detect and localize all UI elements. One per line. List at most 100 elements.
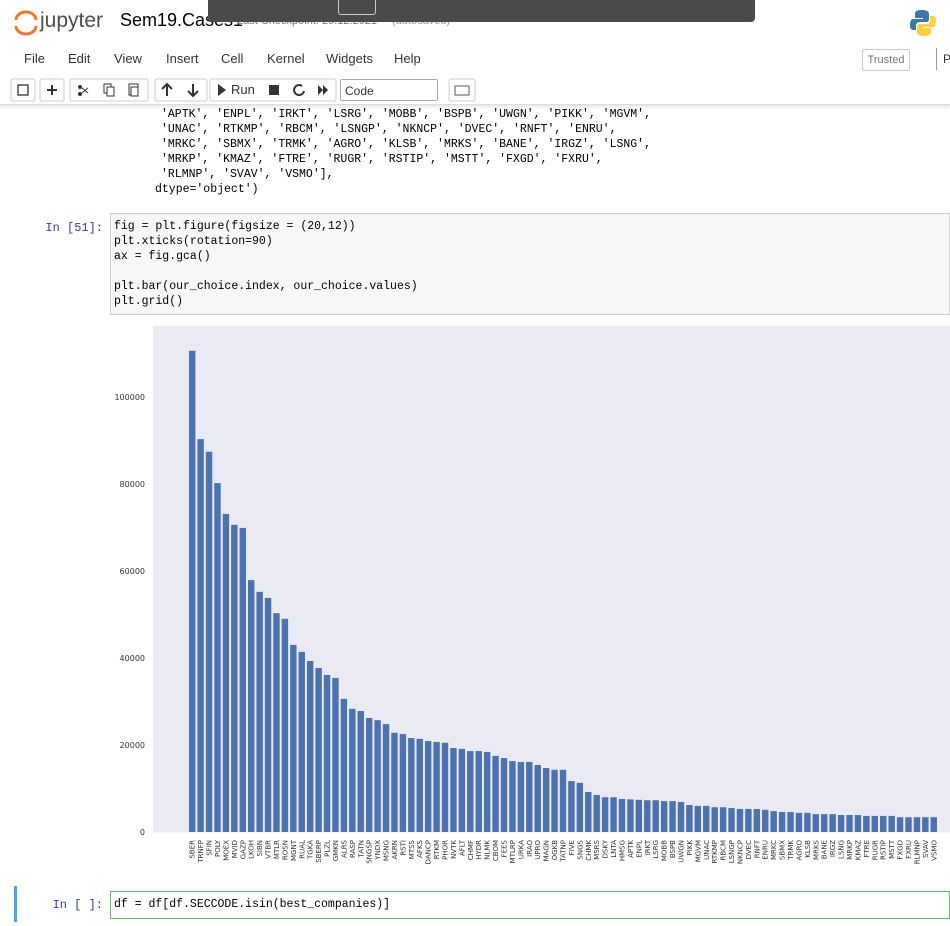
x-tick-label: PIKK	[686, 840, 694, 856]
x-tick-label: RUGR	[871, 840, 879, 860]
bar	[551, 769, 558, 832]
bar	[829, 814, 836, 832]
bar	[812, 814, 820, 832]
move-buttons[interactable]	[154, 78, 208, 102]
cell-type-select[interactable]: Code	[340, 79, 438, 101]
bar	[526, 761, 533, 832]
x-tick-label: UWGN	[677, 840, 685, 863]
x-tick-label: DSKY	[602, 839, 610, 858]
code-cell[interactable]: df = df[df.SECCODE.isin(best_companies)]	[110, 891, 950, 919]
x-tick-label: SFIN	[206, 840, 214, 856]
x-tick-label: SBMX	[779, 840, 787, 860]
bar	[686, 805, 693, 832]
x-tick-label: LSNGP	[728, 840, 736, 863]
bar	[475, 751, 482, 832]
output-line: 'RLMNP', 'SVAV', 'VSMO'],	[161, 168, 334, 181]
x-tick-label: MTLRP	[509, 840, 517, 863]
menu-item[interactable]: Edit	[68, 51, 91, 66]
trusted-indicator[interactable]: Trusted	[862, 49, 910, 71]
bar	[332, 677, 339, 832]
menu-item[interactable]: Widgets	[326, 51, 373, 66]
banner-button	[338, 0, 376, 15]
keyboard-button[interactable]	[448, 78, 476, 102]
menu-item[interactable]: View	[114, 51, 142, 66]
x-tick-label: SVAV	[922, 840, 930, 858]
bar	[239, 527, 246, 832]
x-tick-label: IRKT	[644, 839, 652, 855]
x-tick-label: SNGS	[576, 839, 584, 859]
x-tick-label: RTKMP	[711, 840, 719, 863]
x-tick-label: AFLT	[458, 839, 466, 856]
x-tick-label: LKOH	[248, 840, 256, 859]
y-tick-label: 60000	[120, 567, 145, 576]
run-label[interactable]: Run	[231, 82, 255, 97]
x-tick-label: PLZL	[324, 840, 332, 857]
cell-prompt: In [51]:	[45, 221, 103, 235]
bar	[854, 815, 862, 832]
bar-chart: 0 20000 40000 60000 80000 100000 SBER TRNFP SFIN…	[114, 326, 950, 864]
bar	[323, 674, 331, 832]
bar	[770, 811, 777, 832]
save-button[interactable]	[10, 78, 36, 102]
menu-item[interactable]: Kernel	[267, 51, 305, 66]
x-tick-label: KMAZ	[854, 840, 862, 860]
header: jupyter Sem19.Cases1 Last Checkpoint: 29…	[0, 0, 950, 42]
x-tick-label: CHMF	[467, 840, 475, 860]
x-tick-label: FIVE	[568, 840, 576, 855]
bar	[635, 799, 643, 832]
menu-item[interactable]: Cell	[221, 51, 244, 66]
output-line: 'MRKP', 'KMAZ', 'FTRE', 'RUGR', 'RSTIP',…	[161, 153, 603, 166]
menu-item[interactable]: Help	[394, 51, 421, 66]
x-tick-label: PHOR	[442, 840, 450, 860]
x-tick-label: UNAC	[703, 840, 711, 860]
x-tick-label: AFKS	[416, 839, 424, 857]
menu-item[interactable]: Insert	[166, 51, 199, 66]
bar	[778, 811, 786, 832]
code-line: plt.grid()	[114, 295, 184, 308]
x-tick-label: RBCM	[720, 840, 728, 860]
bar	[677, 801, 685, 832]
bar	[930, 817, 937, 832]
x-tick-label: KLSB	[804, 840, 812, 858]
bar	[559, 769, 567, 832]
x-tick-label: SBER	[189, 840, 197, 859]
menubar-area	[0, 42, 950, 105]
x-tick-label: SNGSP	[366, 840, 374, 864]
x-tick-label: HYDR	[475, 840, 483, 860]
x-tick-label: TATN	[357, 840, 365, 859]
bar	[214, 483, 221, 832]
menu-item[interactable]: File	[24, 51, 45, 66]
x-tick-label: FXRU	[905, 840, 913, 859]
bar	[517, 761, 525, 832]
python-logo	[910, 10, 936, 36]
bar	[863, 815, 870, 832]
bar	[205, 451, 213, 832]
x-tick-label: FXGD	[897, 840, 905, 860]
x-tick-label: RSTIP	[880, 840, 888, 860]
bar	[306, 661, 314, 832]
bar	[483, 751, 491, 832]
x-tick-label: FEES	[501, 839, 509, 857]
x-tick-label: MRKC	[770, 840, 778, 860]
x-tick-label: ALRS	[340, 839, 348, 858]
bar	[627, 799, 634, 832]
x-tick-label: CBOM	[492, 840, 500, 861]
kernel-indicator[interactable]: P	[936, 48, 950, 70]
bar	[896, 817, 904, 832]
x-tick-label: MGNT	[290, 839, 298, 861]
x-tick-label: RTKM	[433, 840, 441, 859]
bar	[509, 761, 516, 832]
bar	[846, 815, 853, 832]
bar	[399, 734, 407, 832]
bar	[795, 812, 803, 832]
code-cell[interactable]: fig = plt.figure(figsize = (20,12)) plt.x…	[110, 213, 950, 315]
bar	[542, 768, 550, 832]
x-tick-label: MSTT	[888, 839, 896, 859]
x-tick-label: DANCP	[425, 840, 433, 864]
x-tick-label: LSRG	[652, 840, 660, 859]
bar	[821, 814, 828, 832]
bar	[888, 815, 895, 832]
output-line: 'UNAC', 'RTKMP', 'RBCM', 'LSNGP', 'NKNCP…	[161, 123, 617, 136]
x-tick-label: POLY	[214, 839, 222, 857]
